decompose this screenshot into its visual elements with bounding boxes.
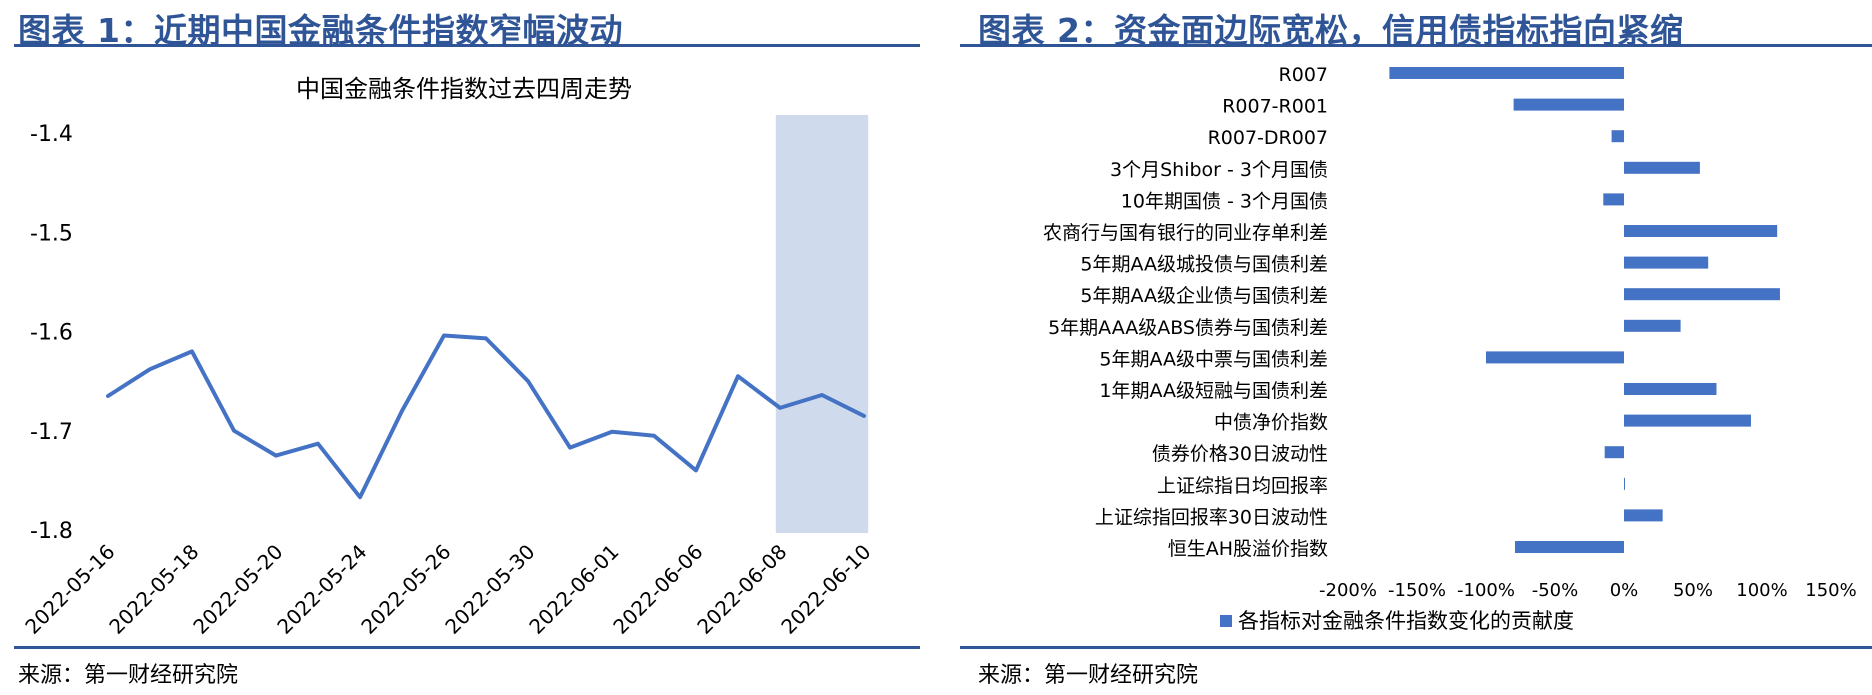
x-tick-label: 2022-06-06 — [608, 540, 707, 639]
x-tick-label: 100% — [1736, 580, 1787, 601]
category-label: R007-R001 — [1222, 96, 1328, 118]
x-tick-label: 150% — [1805, 580, 1856, 601]
y-tick-label: -1.7 — [30, 420, 73, 445]
line-chart: 中国金融条件指数过去四周走势-1.4-1.5-1.6-1.7-1.82022-0… — [20, 75, 875, 639]
category-label: 上证综指回报率30日波动性 — [1095, 506, 1328, 528]
bar-chart: R007 R007-R001 R007-DR007 3个月Shibor - 3个月国债… — [1043, 64, 1857, 633]
legend-label: 各指标对金融条件指数变化的贡献度 — [1238, 609, 1574, 633]
category-label: R007-DR007 — [1208, 127, 1328, 149]
category-label: 5年期AA级中票与国债利差 — [1099, 348, 1328, 370]
left-source-note: 来源：第一财经研究院 — [18, 663, 239, 688]
category-label: 中债净价指数 — [1214, 412, 1328, 434]
highlight-band — [775, 115, 869, 533]
x-tick-label: 2022-06-08 — [692, 540, 791, 639]
left-bottom-rule — [14, 646, 920, 649]
right-title-rule — [960, 44, 1872, 47]
category-label: 上证综指日均回报率 — [1157, 475, 1328, 497]
bar — [1624, 383, 1717, 395]
category-label: 3个月Shibor - 3个月国债 — [1110, 159, 1328, 181]
category-label: 1年期AA级短融与国债利差 — [1099, 380, 1328, 402]
bar — [1513, 98, 1624, 111]
x-tick-label: 0% — [1610, 580, 1639, 601]
bar — [1624, 414, 1751, 427]
right-bottom-rule — [960, 646, 1872, 649]
category-label: 5年期AAA级ABS债券与国债利差 — [1048, 317, 1328, 339]
y-tick-label: -1.5 — [30, 221, 73, 246]
bar — [1486, 351, 1624, 364]
left-figure-panel: 图表 1：近期中国金融条件指数窄幅波动 中国金融条件指数过去四周走势 -1.4 -1… — [0, 0, 920, 695]
bar — [1624, 477, 1625, 490]
x-tick-label: -100% — [1457, 580, 1515, 601]
x-tick-label: 2022-05-18 — [104, 540, 203, 639]
x-tick-label: -200% — [1319, 580, 1377, 601]
bar — [1389, 67, 1624, 79]
x-tick-label: 50% — [1673, 580, 1713, 601]
y-tick-label: -1.8 — [30, 519, 73, 544]
left-title-rule — [14, 44, 920, 47]
bar — [1624, 256, 1709, 269]
bar — [1624, 319, 1681, 332]
category-label: 5年期AA级城投债与国债利差 — [1080, 254, 1328, 276]
category-label: 恒生AH股溢价指数 — [1168, 538, 1328, 560]
x-tick-label: -50% — [1532, 580, 1579, 601]
x-tick-label: 2022-06-01 — [524, 540, 623, 639]
line-chart-title: 中国金融条件指数过去四周走势 — [296, 75, 632, 103]
bar — [1611, 130, 1624, 143]
bar — [1624, 509, 1663, 522]
x-tick-label: -150% — [1388, 580, 1446, 601]
right-source-note: 来源：第一财经研究院 — [978, 663, 1199, 688]
bar — [1604, 446, 1624, 459]
category-label: 5年期AA级企业债与国债利差 — [1080, 285, 1328, 307]
bar — [1624, 161, 1700, 174]
x-tick-label: 2022-05-26 — [356, 540, 455, 639]
category-label: 农商行与国有银行的同业存单利差 — [1043, 222, 1328, 244]
y-tick-label: -1.4 — [30, 122, 73, 147]
x-tick-label: 2022-05-16 — [20, 540, 119, 639]
y-tick-label: -1.6 — [30, 321, 73, 346]
legend-swatch — [1220, 615, 1232, 627]
x-tick-label: 2022-05-24 — [272, 540, 371, 639]
x-tick-label: 2022-05-20 — [188, 540, 287, 639]
series-line — [106, 333, 866, 500]
x-tick-label: 2022-05-30 — [440, 540, 539, 639]
bar — [1624, 288, 1780, 301]
x-tick-label: 2022-06-10 — [776, 540, 875, 639]
bar — [1624, 225, 1778, 237]
right-figure-title: 图表 2：资金面边际宽松，信用债指标指向紧缩 — [978, 11, 1684, 50]
category-label: 10年期国债 - 3个月国债 — [1121, 190, 1328, 212]
right-figure-panel: 图表 2：资金面边际宽松，信用债指标指向紧缩 R007 R007-R001 R007… — [960, 0, 1872, 695]
category-label: R007 — [1279, 64, 1328, 86]
bar — [1514, 541, 1624, 553]
category-label: 债券价格30日波动性 — [1152, 443, 1328, 465]
left-figure-title: 图表 1：近期中国金融条件指数窄幅波动 — [18, 11, 623, 50]
bar — [1603, 193, 1624, 206]
